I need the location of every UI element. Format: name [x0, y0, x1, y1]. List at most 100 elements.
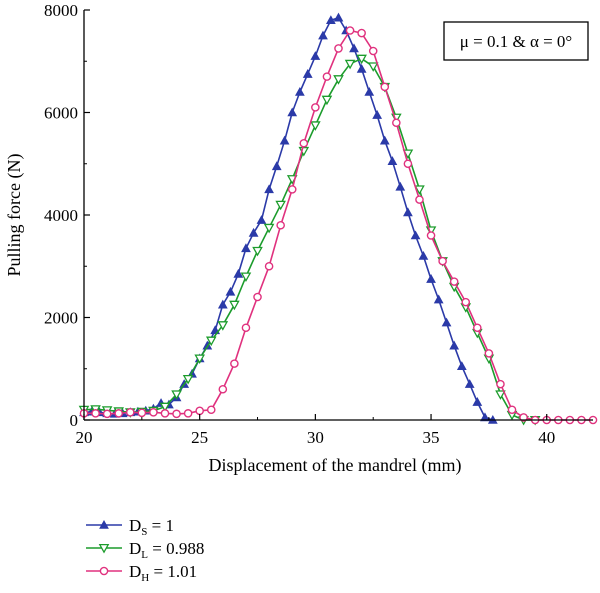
data-point [392, 118, 401, 128]
data-point [414, 185, 425, 195]
data-point [441, 317, 452, 327]
series-h [79, 26, 598, 425]
data-point [217, 299, 228, 309]
data-point [495, 390, 506, 400]
data-point [183, 409, 193, 418]
data-point [137, 408, 147, 418]
data-point [182, 374, 194, 385]
y-tick-label: 2000 [44, 309, 78, 328]
data-point [194, 354, 205, 365]
data-point [240, 272, 252, 283]
data-point [426, 274, 436, 283]
data-point [438, 256, 447, 266]
x-axis-title: Displacement of the mandrel (mm) [209, 455, 462, 476]
data-point [461, 297, 471, 307]
data-point [206, 405, 216, 415]
y-tick-label: 0 [70, 411, 79, 430]
legend-label: DS = 1 [129, 516, 174, 538]
data-point [496, 379, 505, 389]
series-line [83, 57, 536, 421]
legend-swatch-marker [99, 566, 109, 576]
data-point [149, 408, 158, 417]
data-point [395, 181, 406, 191]
data-point [357, 28, 366, 38]
data-point [433, 294, 444, 304]
data-point [159, 402, 171, 413]
data-point [218, 384, 228, 394]
legend-label: DH = 1.01 [129, 562, 197, 584]
data-point [271, 161, 282, 171]
x-tick-label: 30 [307, 428, 324, 447]
data-point [311, 103, 320, 112]
data-point [294, 86, 305, 96]
data-point [276, 220, 285, 230]
data-point [217, 321, 229, 331]
data-point [205, 336, 217, 347]
y-tick-label: 4000 [44, 206, 78, 225]
annotation-frame [443, 21, 589, 61]
annotation-text: μ = 0.1 & α = 0° [460, 32, 572, 51]
data-point [480, 412, 490, 422]
data-point [415, 195, 424, 204]
data-point [264, 261, 274, 271]
data-point [403, 159, 413, 169]
data-point [287, 107, 298, 117]
series-s [79, 12, 498, 424]
data-point [380, 82, 390, 92]
data-point [264, 184, 274, 194]
data-point [202, 340, 213, 350]
data-point [344, 59, 356, 70]
data-point [102, 409, 112, 419]
data-point [230, 359, 239, 368]
data-point [229, 300, 240, 311]
x-tick-label: 40 [538, 428, 555, 447]
data-point [310, 121, 321, 131]
data-point [263, 223, 275, 234]
data-point [484, 349, 494, 358]
data-point [252, 246, 263, 257]
data-point [299, 138, 309, 148]
data-point [449, 340, 460, 350]
data-point [519, 413, 528, 422]
data-point [302, 69, 313, 78]
x-tick-label: 20 [76, 428, 93, 447]
legend-label: DL = 0.988 [129, 539, 204, 561]
series-l [78, 54, 541, 426]
data-point [333, 75, 344, 85]
data-point [333, 12, 344, 22]
data-point [125, 408, 135, 417]
y-axis-title: Pulling force (N) [4, 154, 25, 277]
annotation-box: μ = 0.1 & α = 0° [443, 21, 589, 61]
data-point [160, 409, 170, 418]
data-point [91, 409, 100, 418]
data-point [356, 54, 367, 65]
series-line [83, 16, 494, 421]
data-point [472, 397, 483, 406]
series-layer [78, 12, 598, 426]
data-point [426, 231, 436, 240]
data-point [248, 227, 259, 237]
data-point [241, 243, 251, 253]
data-point [403, 207, 413, 217]
legend-item-s: DS = 1 [86, 516, 174, 538]
data-point [418, 250, 429, 260]
data-point [456, 361, 467, 370]
data-point [345, 26, 355, 35]
data-point [334, 44, 343, 53]
data-point [225, 286, 236, 296]
data-point [449, 277, 459, 286]
data-point [241, 323, 251, 333]
x-tick-label: 25 [191, 428, 208, 447]
data-point [379, 135, 390, 145]
data-point [364, 86, 375, 96]
y-tick-label: 8000 [44, 1, 78, 20]
data-point [322, 72, 332, 81]
data-point [279, 135, 290, 145]
data-point [356, 63, 367, 73]
data-point [368, 46, 378, 56]
data-point [473, 323, 482, 333]
data-point [287, 185, 297, 194]
